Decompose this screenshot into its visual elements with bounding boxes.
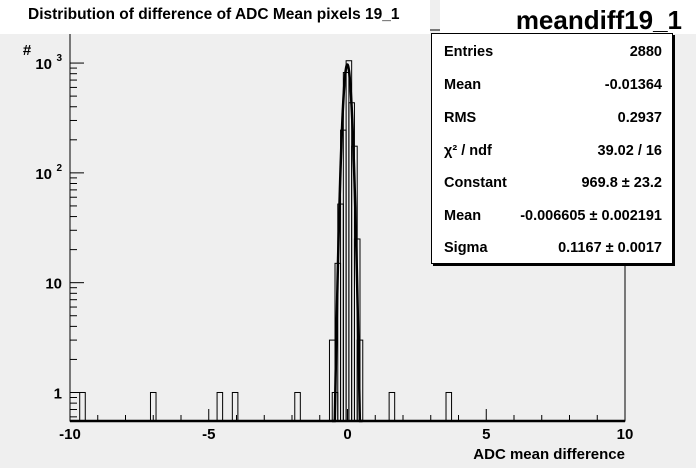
x-axis-label: ADC mean difference [473, 446, 625, 463]
y-tick-exponent: 2 [56, 163, 62, 174]
x-tick-label: 10 [617, 426, 634, 443]
stats-key: Constant [444, 175, 507, 191]
stats-key: Entries [444, 44, 494, 60]
histogram-name: meandiff19_1 [440, 0, 696, 35]
stats-value: 969.8 ± 23.2 [581, 175, 662, 191]
stats-key: RMS [444, 110, 477, 126]
stats-value: -0.01364 [604, 77, 662, 93]
stats-key: χ² / ndf [444, 143, 492, 159]
stats-value: 2880 [629, 44, 662, 60]
y-axis-label: # [23, 42, 32, 59]
histogram-bar [294, 391, 301, 422]
histogram-bar [79, 391, 86, 422]
stats-value: 0.2937 [617, 110, 662, 126]
histogram-bar [216, 391, 224, 422]
y-tick-label: 1 [54, 385, 62, 402]
histogram-bar [231, 391, 239, 422]
stats-value: -0.006605 ± 0.002191 [520, 208, 662, 224]
stats-value: 39.02 / 16 [597, 143, 663, 159]
y-tick-exponent: 3 [56, 53, 62, 64]
stats-box: Entries 2880 Mean -0.01364 RMS 0.2937 χ²… [431, 33, 673, 264]
x-tick-label: -10 [59, 426, 81, 443]
x-tick-label: 5 [482, 426, 490, 443]
stats-key: Mean [444, 77, 482, 93]
gaussian-fit-curve [332, 63, 363, 423]
stats-value: 0.1167 ± 0.0017 [558, 240, 662, 256]
y-tick-label: 10 [35, 166, 52, 183]
chart-title: Distribution of difference of ADC Mean p… [0, 0, 430, 34]
histogram-bar [445, 391, 453, 422]
stats-key: Mean [444, 208, 482, 224]
x-tick-label: -5 [202, 426, 215, 443]
x-tick-label: 0 [343, 426, 351, 443]
stats-key: Sigma [444, 240, 488, 256]
y-tick-label: 10 [35, 56, 52, 73]
histogram-bar [388, 391, 396, 422]
y-tick-label: 10 [45, 276, 62, 293]
